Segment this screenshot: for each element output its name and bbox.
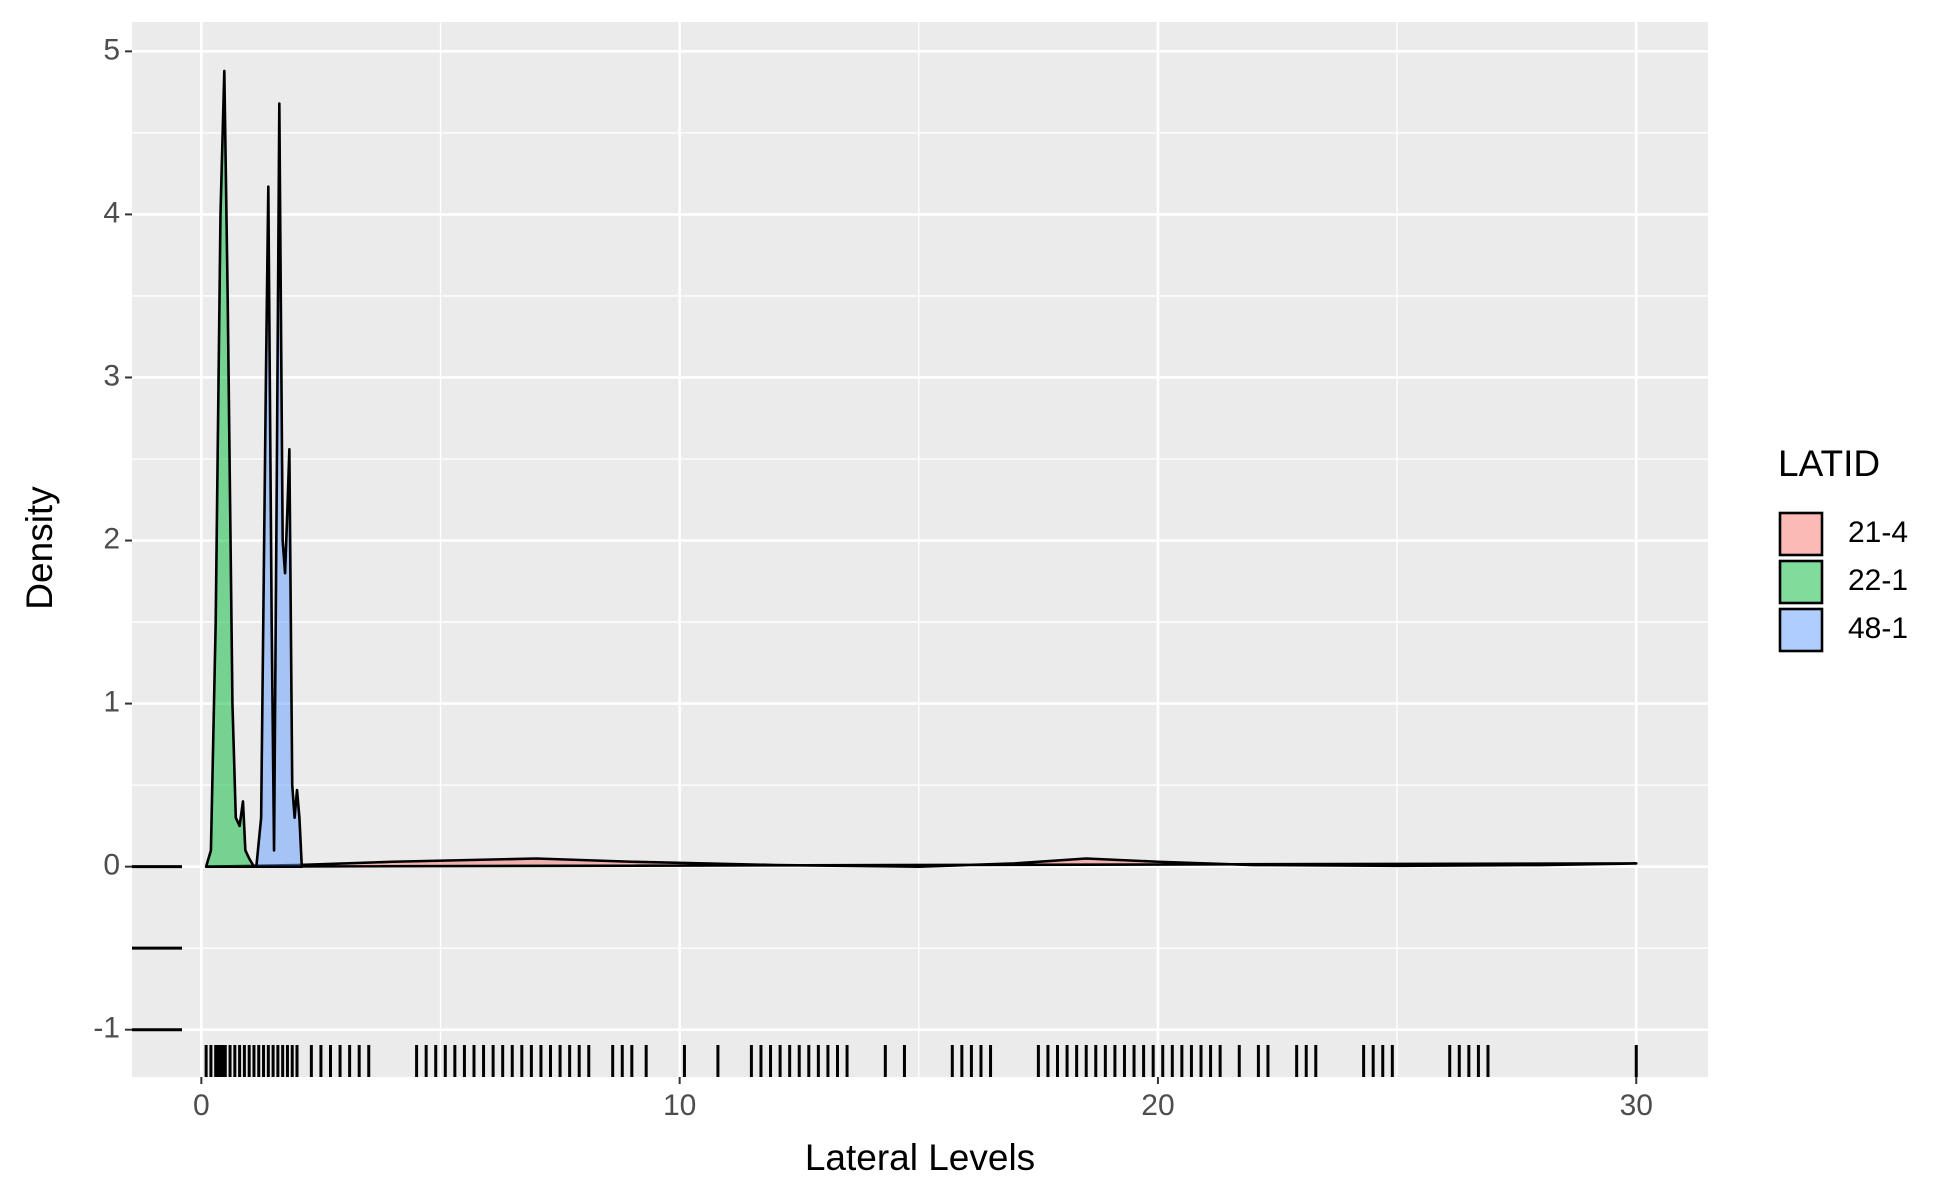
y-tick-label: 3 [103,359,120,392]
y-axis-title: Density [19,486,60,610]
x-tick-label: 30 [1620,1089,1653,1122]
legend-key [1778,511,1824,557]
plot-background [132,22,1708,1077]
legend-key [1778,559,1824,605]
grid [132,22,1708,1077]
density-area [204,857,1638,868]
y-tick-label: 5 [103,33,120,66]
x-axis-title: Lateral Levels [805,1137,1035,1178]
y-tick-label: 1 [103,686,120,719]
legend-title: LATID [1778,443,1880,484]
y-tick-label: -1 [93,1012,120,1045]
x-tick-label: 0 [193,1089,210,1122]
density-area [204,69,256,868]
x-tick-label: 20 [1141,1089,1174,1122]
y-tick-label: 2 [103,522,120,555]
y-tick-label: 4 [103,196,120,229]
legend-key [1778,607,1824,653]
y-tick-label: 0 [103,849,120,882]
legend-label: 21-4 [1848,516,1908,549]
density-area [255,102,304,868]
legend-label: 48-1 [1848,612,1908,645]
x-tick-label: 10 [663,1089,696,1122]
legend-label: 22-1 [1848,564,1908,597]
